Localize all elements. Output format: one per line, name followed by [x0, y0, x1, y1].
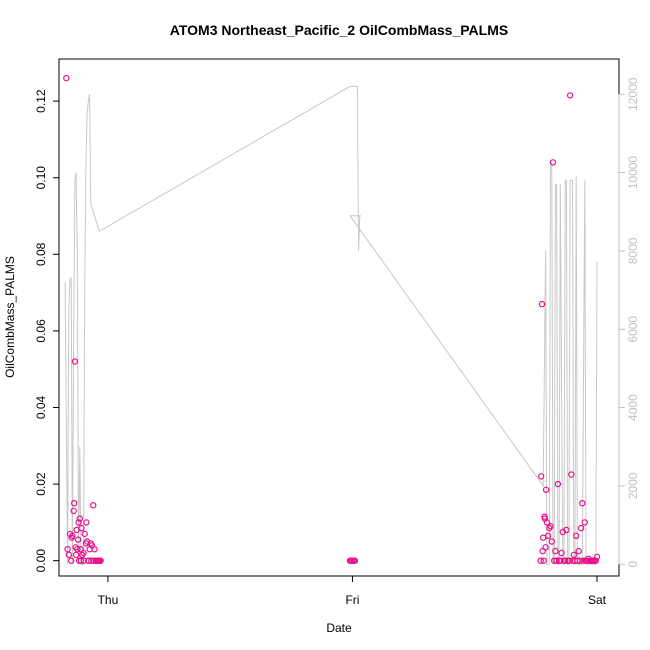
data-point: [74, 546, 81, 553]
data-point: [81, 530, 88, 538]
data-point: [548, 538, 556, 545]
data-point: [579, 500, 586, 507]
left-axis: 0.00 0.02 0.04 0.06 0.08 0.10 0.12: [34, 89, 60, 573]
data-point: [568, 471, 575, 478]
data-point: [80, 549, 87, 557]
right-y-tick-label: 4000: [626, 394, 640, 421]
data-point: [542, 544, 549, 551]
y-tick-label: 0.00: [34, 549, 48, 573]
data-point: [574, 557, 581, 564]
data-point: [577, 524, 585, 532]
data-point: [558, 549, 565, 557]
data-point: [70, 500, 78, 507]
data-point: [593, 553, 601, 561]
right-axis: 0 2000 4000 6000 8000 10000 12000: [618, 77, 640, 568]
data-point: [576, 557, 584, 564]
data-point: [554, 480, 562, 488]
data-point: [69, 532, 76, 540]
data-point: [77, 546, 84, 553]
right-y-tick-label: 6000: [626, 316, 640, 343]
data-point: [72, 551, 80, 559]
data-point: [540, 557, 547, 564]
chart-title: ATOM3 Northeast_Pacific_2 OilCombMass_PA…: [170, 22, 508, 38]
y-tick-label: 0.08: [34, 242, 48, 266]
right-y-tick-label: 8000: [626, 237, 640, 264]
data-point: [64, 546, 71, 553]
data-point: [91, 546, 98, 553]
data-point: [563, 526, 570, 534]
x-tick-label: Thu: [98, 593, 119, 607]
data-point: [537, 557, 544, 564]
y-tick-label: 0.12: [34, 89, 48, 113]
data-point: [78, 524, 85, 532]
data-point: [71, 358, 79, 365]
data-point: [566, 92, 574, 99]
right-y-tick-label: 0: [626, 561, 640, 568]
right-y-tick-label: 10000: [626, 156, 640, 190]
altitude-line: [64, 85, 599, 565]
bottom-axis: Thu Fri Sat: [98, 575, 607, 607]
data-point: [544, 532, 552, 540]
altitude-line-layer: [64, 85, 599, 565]
data-point: [76, 515, 84, 522]
x-tick-label: Sat: [588, 593, 607, 607]
point-layer: [63, 74, 601, 564]
data-point: [538, 300, 546, 308]
data-point: [549, 159, 557, 166]
data-point: [63, 74, 70, 82]
data-point: [67, 557, 75, 564]
data-point: [547, 523, 554, 530]
y-tick-label: 0.02: [34, 472, 48, 496]
data-point: [538, 473, 545, 480]
data-point: [70, 507, 77, 515]
data-point: [74, 536, 82, 543]
right-y-tick-label: 12000: [626, 77, 640, 111]
y-axis-label: OilCombMass_PALMS: [3, 256, 17, 378]
x-axis-label: Date: [326, 621, 352, 635]
y-tick-label: 0.06: [34, 319, 48, 343]
data-point: [83, 519, 90, 526]
data-point: [575, 547, 582, 555]
data-point: [592, 557, 600, 564]
right-y-tick-label: 2000: [626, 472, 640, 499]
data-point: [75, 519, 82, 526]
y-tick-label: 0.10: [34, 166, 48, 190]
data-point: [565, 557, 573, 564]
data-point: [573, 532, 580, 540]
data-point: [542, 486, 550, 493]
x-tick-label: Fri: [345, 593, 359, 607]
data-point: [351, 557, 359, 564]
data-point: [553, 557, 560, 564]
data-point: [89, 502, 97, 509]
data-point: [543, 519, 551, 526]
data-point: [581, 519, 589, 526]
data-point: [65, 551, 73, 559]
data-point: [562, 557, 569, 564]
plot-frame: [58, 58, 620, 577]
data-point: [552, 547, 559, 555]
data-point: [77, 557, 85, 564]
data-point: [97, 557, 104, 564]
y-tick-label: 0.04: [34, 395, 48, 419]
data-point: [570, 551, 578, 559]
